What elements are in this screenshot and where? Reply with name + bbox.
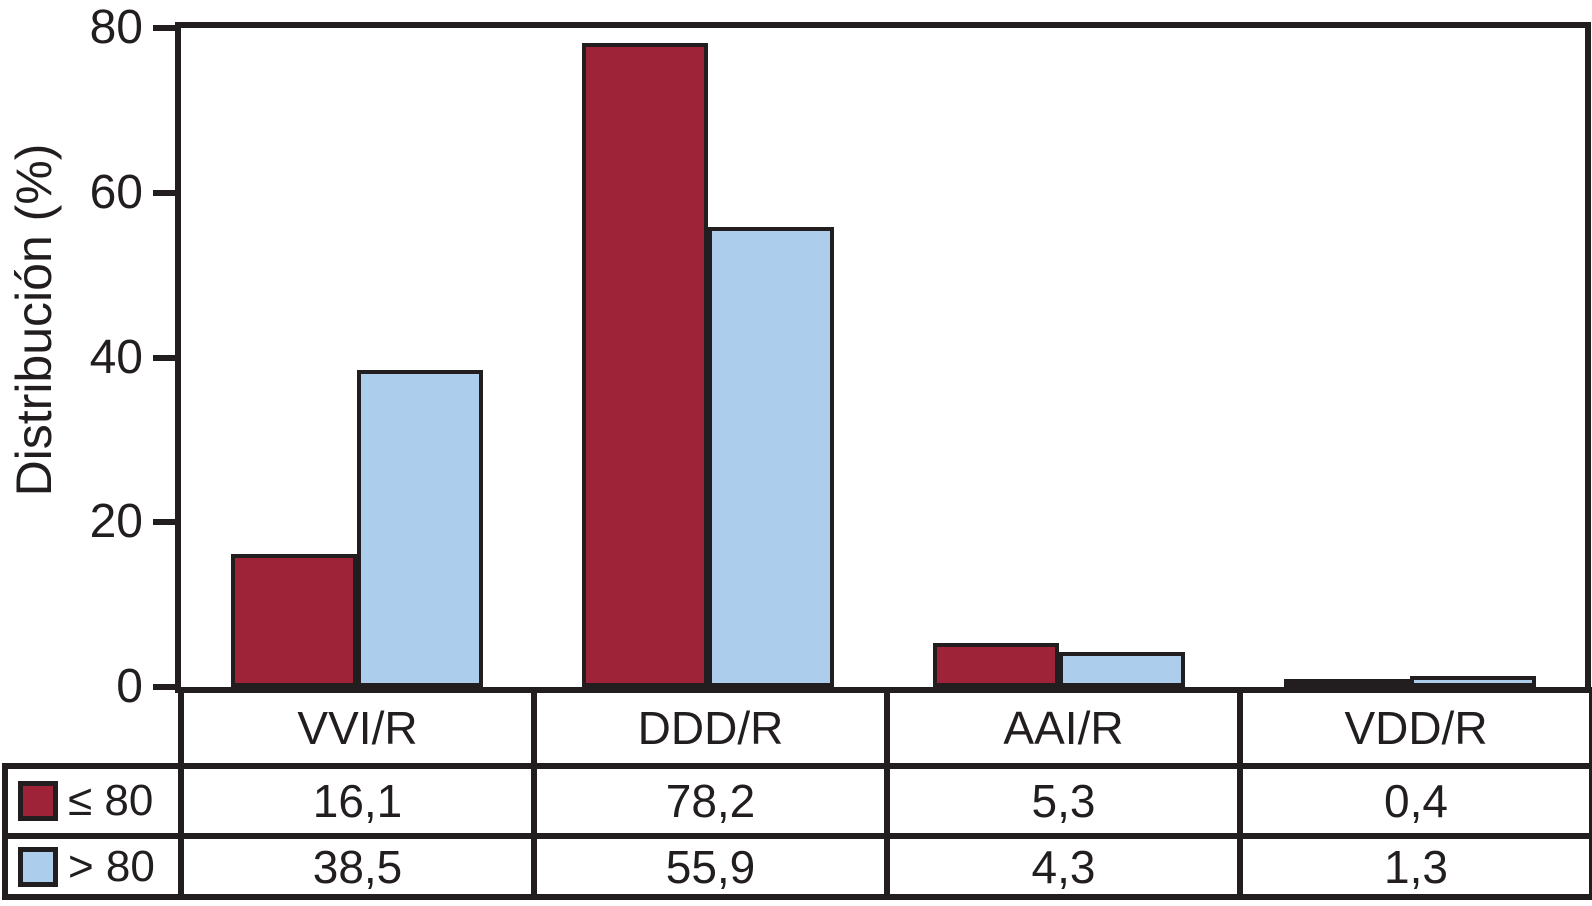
data-table: VVI/R DDD/R AAI/R VDD/R ≤ 80 16,1 78,2 5,3 0,4 > … [2,687,1592,900]
y-axis-tick [153,519,175,526]
legend-label-series-1: > 80 [68,841,155,891]
legend-swatch-series-1 [18,846,58,887]
column-header-vvi-r: VVI/R [178,687,537,769]
column-header-vdd-r: VDD/R [1237,687,1592,769]
table-header-row: VVI/R DDD/R AAI/R VDD/R [5,687,1592,769]
table-row-series-1: > 80 38,5 55,9 4,3 1,3 [2,833,1592,900]
value-cell-aai-r-series-0: 5,3 [884,763,1243,839]
value-cell-ddd-r-series-1: 55,9 [531,833,890,900]
bar-ddd-r-series-1 [708,227,834,687]
table-row-series-0: ≤ 80 16,1 78,2 5,3 0,4 [2,763,1592,839]
bar-vvi-r-series-0 [231,554,357,687]
plot-area [175,22,1591,693]
y-axis-tick-label: 20 [89,495,143,549]
legend-cell-series-1: > 80 [2,833,184,900]
bar-aai-r-series-1 [1059,652,1185,687]
y-axis-tick [153,354,175,361]
y-axis-tick [153,684,175,690]
bar-vvi-r-series-1 [357,370,483,687]
legend-entry: > 80 [8,842,178,892]
value-cell-ddd-r-series-0: 78,2 [531,763,890,839]
legend-cell-series-0: ≤ 80 [2,763,184,839]
y-axis-tick [153,25,175,31]
legend-label-series-0: ≤ 80 [68,776,154,825]
bar-vdd-r-series-1 [1410,676,1536,687]
value-cell-vdd-r-series-1: 1,3 [1237,833,1592,900]
value-cell-vdd-r-series-0: 0,4 [1237,763,1592,839]
bar-ddd-r-series-0 [582,43,708,687]
value-cell-vvi-r-series-1: 38,5 [178,833,537,900]
y-axis-tick-label: 60 [89,165,143,219]
legend-entry: ≤ 80 [8,776,178,826]
value-cell-aai-r-series-1: 4,3 [884,833,1243,900]
y-axis-tick-label: 40 [89,330,143,384]
bar-vdd-r-series-0 [1284,679,1410,687]
value-cell-vvi-r-series-0: 16,1 [178,763,537,839]
y-axis-tick-label: 0 [116,660,143,713]
column-header-ddd-r: DDD/R [531,687,890,769]
legend-swatch-series-0 [18,781,58,821]
bar-aai-r-series-0 [933,643,1059,687]
column-header-aai-r: AAI/R [884,687,1243,769]
y-axis-tick-label: 80 [89,1,143,54]
y-axis-tick [153,189,175,196]
